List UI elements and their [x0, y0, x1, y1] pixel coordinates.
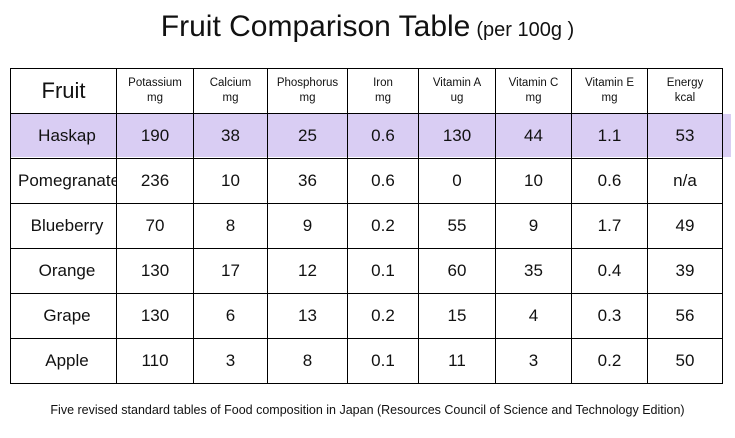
column-name: Vitamin C [508, 77, 559, 90]
header-row: Fruit Potassium mg Calcium mg Phosphorus mg… [10, 68, 723, 114]
value-cell: 8 [267, 338, 348, 384]
value-cell: 56 [647, 293, 723, 339]
value-cell: 1.7 [571, 203, 648, 249]
column-header-phosphorus: Phosphorus mg [267, 68, 348, 114]
column-unit: mg [601, 92, 618, 104]
value-cell: 53 [647, 113, 723, 159]
value-cell: 0.6 [571, 158, 648, 204]
column-unit: mg [222, 92, 239, 104]
column-unit: ug [450, 92, 464, 104]
column-unit: kcal [674, 92, 696, 104]
fruit-name-cell: Pomegranate [10, 158, 117, 204]
value-cell: 13 [267, 293, 348, 339]
value-cell: 49 [647, 203, 723, 249]
column-name: Iron [373, 77, 393, 90]
value-cell: 10 [495, 158, 572, 204]
column-name: Vitamin E [584, 77, 634, 90]
value-cell: 9 [495, 203, 572, 249]
value-cell: 11 [418, 338, 496, 384]
source-citation: Five revised standard tables of Food com… [50, 403, 685, 417]
value-cell: 236 [116, 158, 194, 204]
value-cell: 6 [193, 293, 268, 339]
value-cell: 10 [193, 158, 268, 204]
column-header-potassium: Potassium mg [116, 68, 194, 114]
column-header-calcium: Calcium mg [193, 68, 268, 114]
value-cell: 3 [495, 338, 572, 384]
value-cell: 130 [116, 248, 194, 294]
fruit-comparison-table: Fruit Potassium mg Calcium mg Phosphorus mg… [10, 68, 723, 384]
column-name: Energy [666, 77, 704, 90]
column-name: Calcium [209, 77, 252, 90]
value-cell: 35 [495, 248, 572, 294]
column-name: Vitamin A [432, 77, 482, 90]
value-cell: 0.1 [347, 338, 419, 384]
column-header-vitamin-c: Vitamin C mg [495, 68, 572, 114]
table-row-pomegranate: Pomegranate 236 10 36 0.6 0 10 0.6 n/a [10, 158, 723, 204]
column-header-energy: Energy kcal [647, 68, 723, 114]
title-unit-suffix: (per 100g ) [476, 19, 575, 41]
value-cell: 190 [116, 113, 194, 159]
value-cell: 130 [418, 113, 496, 159]
column-header-iron: Iron mg [347, 68, 419, 114]
table-row-haskap: Haskap 190 38 25 0.6 130 44 1.1 53 [10, 113, 723, 159]
value-cell: 4 [495, 293, 572, 339]
table-row-apple: Apple 110 3 8 0.1 11 3 0.2 50 [10, 338, 723, 384]
value-cell: 3 [193, 338, 268, 384]
table-row-blueberry: Blueberry 70 8 9 0.2 55 9 1.7 49 [10, 203, 723, 249]
value-cell: 12 [267, 248, 348, 294]
column-header-vitamin-e: Vitamin E mg [571, 68, 648, 114]
value-cell: 39 [647, 248, 723, 294]
value-cell: 0.1 [347, 248, 419, 294]
page-title: Fruit Comparison Table (per 100g ) [0, 10, 735, 44]
value-cell: 0.2 [347, 203, 419, 249]
title-main-text: Fruit Comparison Table [160, 10, 471, 43]
table-row-orange: Orange 130 17 12 0.1 60 35 0.4 39 [10, 248, 723, 294]
value-cell: 50 [647, 338, 723, 384]
value-cell: 15 [418, 293, 496, 339]
fruit-name-cell: Grape [10, 293, 117, 339]
value-cell: 0.6 [347, 158, 419, 204]
column-name: Potassium [128, 77, 182, 90]
value-cell: 1.1 [571, 113, 648, 159]
value-cell: 70 [116, 203, 194, 249]
value-cell: 17 [193, 248, 268, 294]
value-cell: 36 [267, 158, 348, 204]
column-header-vitamin-a: Vitamin A ug [418, 68, 496, 114]
table-row-grape: Grape 130 6 13 0.2 15 4 0.3 56 [10, 293, 723, 339]
value-cell: 44 [495, 113, 572, 159]
column-name: Phosphorus [276, 77, 339, 90]
column-unit: mg [147, 92, 163, 104]
value-cell: 0.2 [347, 293, 419, 339]
column-unit: mg [299, 92, 316, 104]
value-cell: 38 [193, 113, 268, 159]
value-cell: 0 [418, 158, 496, 204]
fruit-name-cell: Orange [10, 248, 117, 294]
column-unit: mg [375, 92, 391, 104]
value-cell: 130 [116, 293, 194, 339]
value-cell: 0.3 [571, 293, 648, 339]
column-header-fruit: Fruit [10, 68, 117, 114]
value-cell: 60 [418, 248, 496, 294]
fruit-name-cell: Blueberry [10, 203, 117, 249]
value-cell: 0.6 [347, 113, 419, 159]
value-cell: 110 [116, 338, 194, 384]
value-cell: 8 [193, 203, 268, 249]
fruit-name-cell: Haskap [10, 113, 117, 159]
value-cell: n/a [647, 158, 723, 204]
value-cell: 25 [267, 113, 348, 159]
value-cell: 0.2 [571, 338, 648, 384]
value-cell: 0.4 [571, 248, 648, 294]
column-unit: mg [525, 92, 542, 104]
value-cell: 55 [418, 203, 496, 249]
fruit-name-cell: Apple [10, 338, 117, 384]
value-cell: 9 [267, 203, 348, 249]
